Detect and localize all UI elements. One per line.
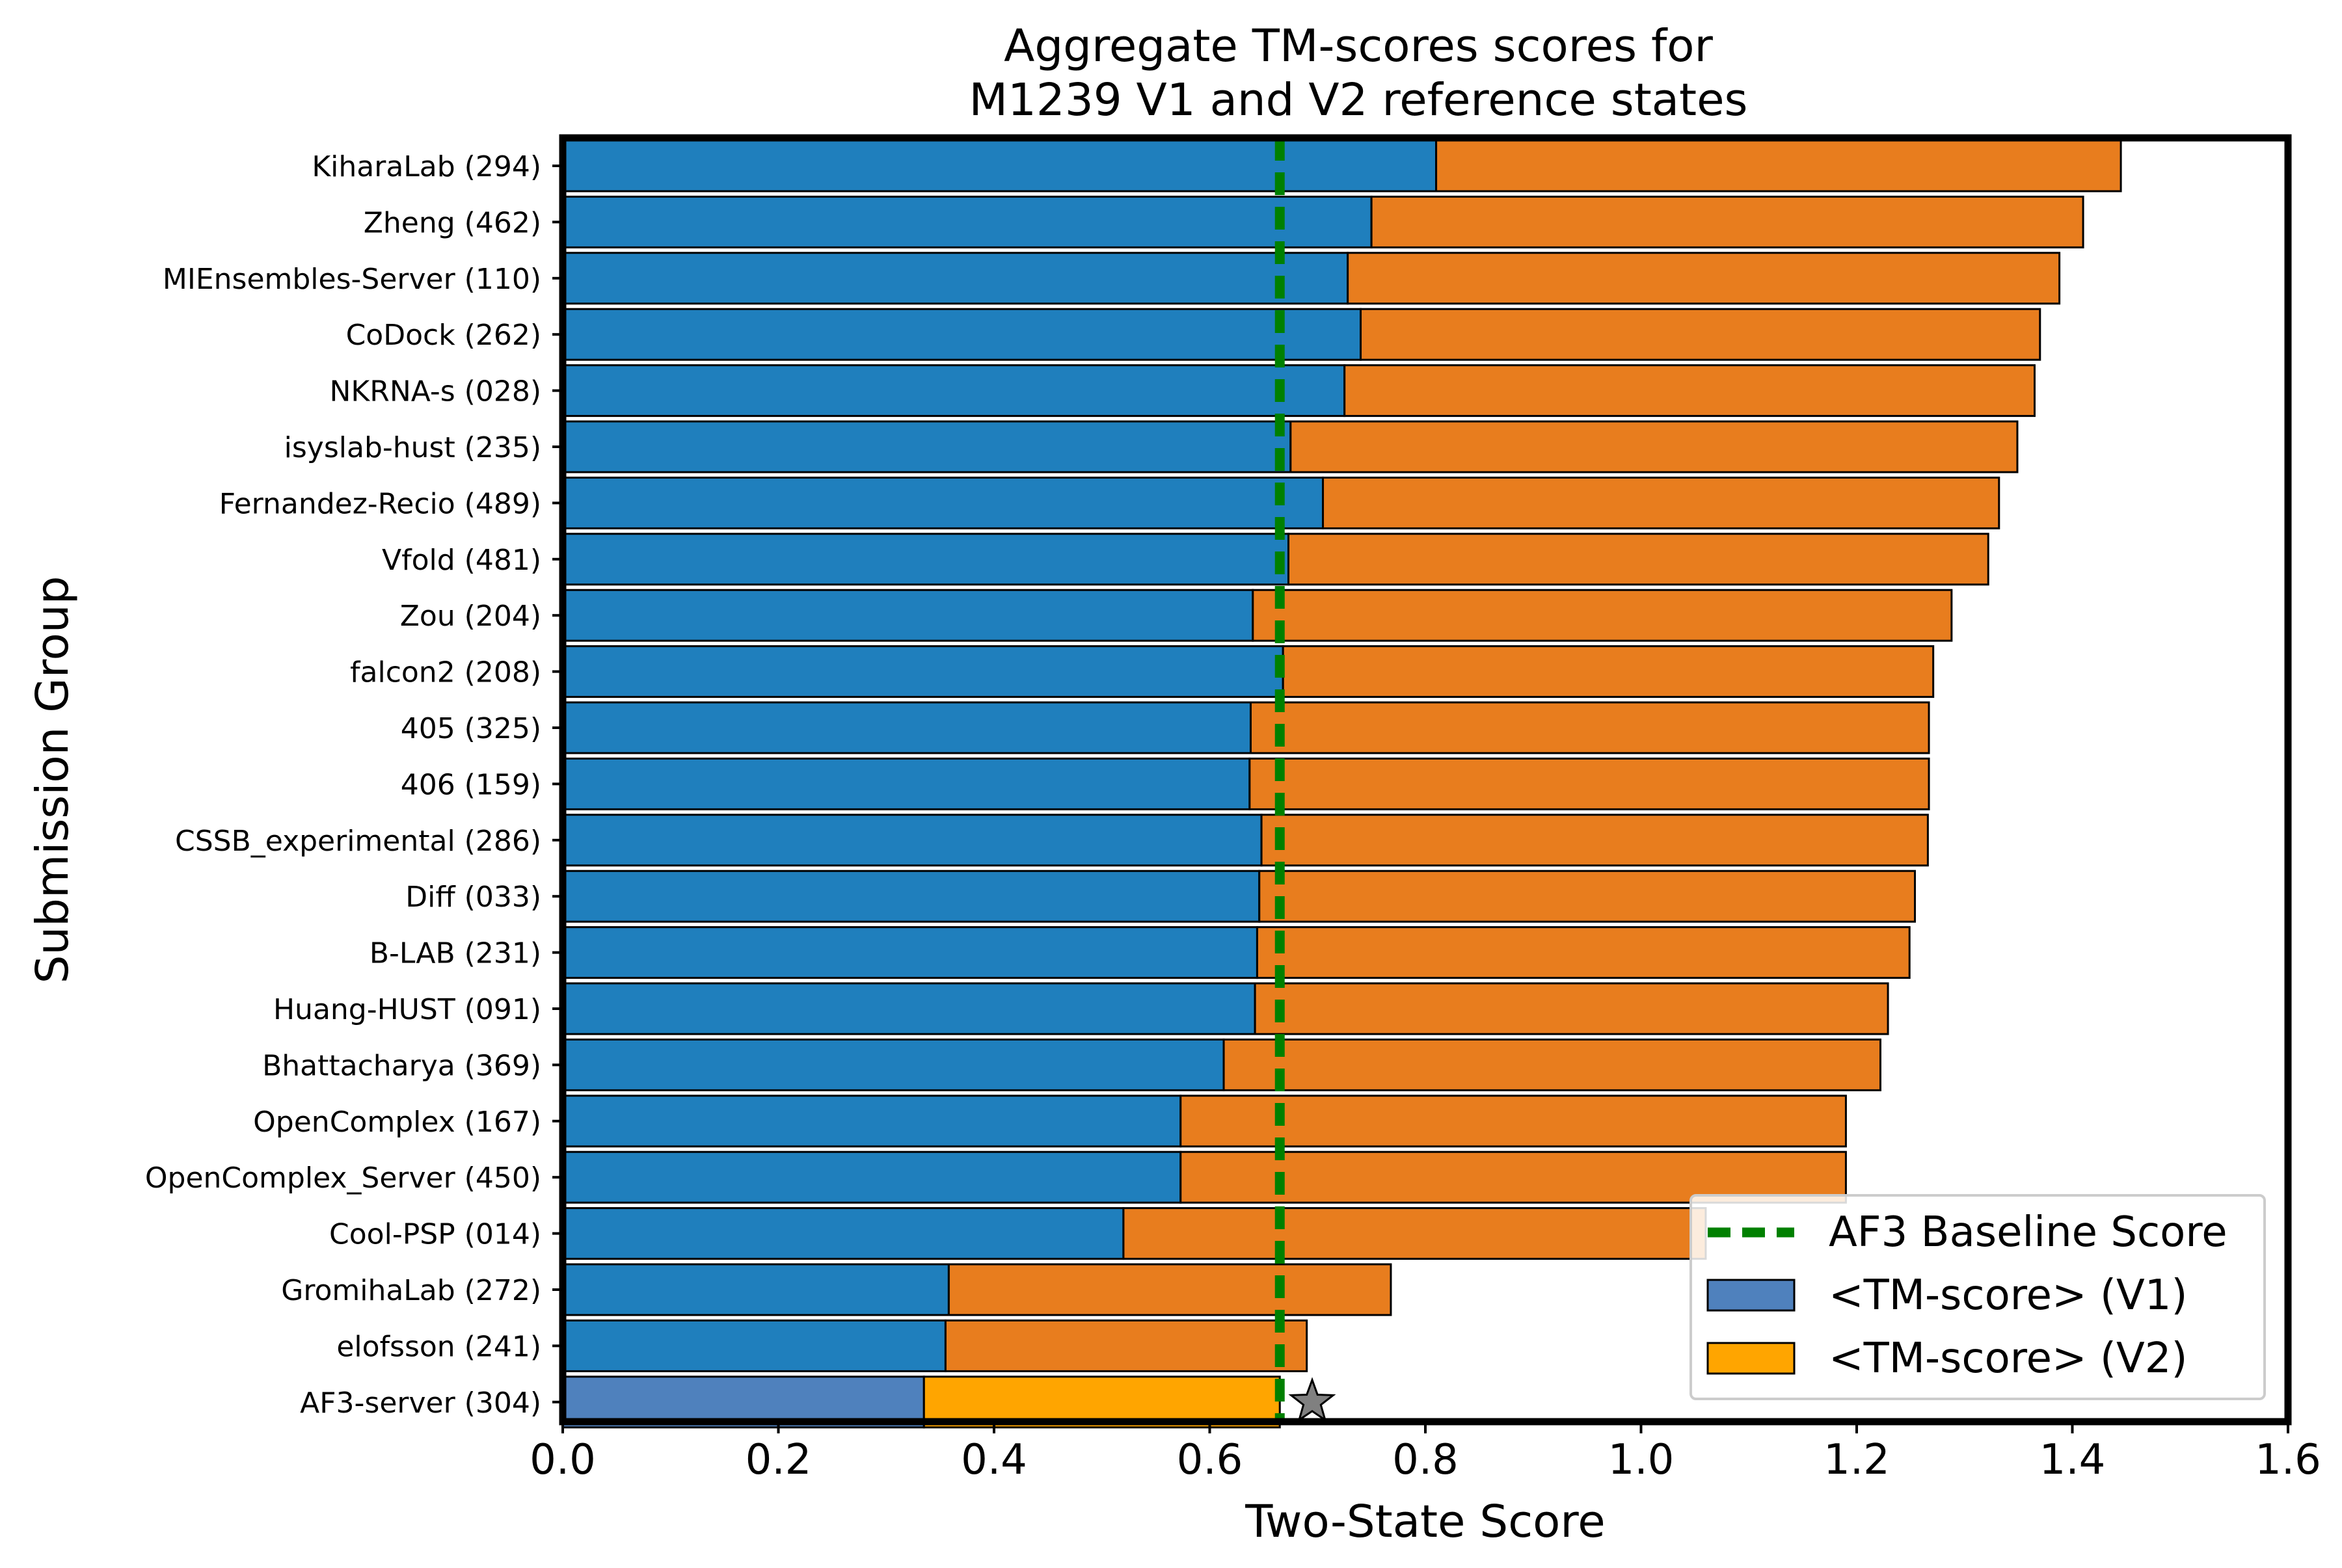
x-axis-label: Two-State Score [1245, 1496, 1605, 1548]
bar-v1 [561, 364, 1346, 418]
bar-v1 [561, 139, 1438, 193]
y-tick-label: GromihaLab (272) [281, 1274, 541, 1307]
legend-box [1689, 1194, 2266, 1400]
bar-v1 [561, 926, 1258, 979]
bar-v1 [561, 476, 1325, 529]
bar-v1 [561, 701, 1252, 754]
y-tick-label: OpenComplex (167) [253, 1106, 541, 1139]
bar-v2 [1282, 645, 1935, 698]
bar-v1 [561, 757, 1251, 810]
chart-title-line-2: M1239 V1 and V2 reference states [969, 74, 1747, 126]
bar-v1 [561, 308, 1362, 361]
legend-v1-swatch [1706, 1279, 1796, 1312]
bar-v2 [1179, 1095, 1847, 1148]
bars-layer [561, 139, 2122, 1429]
y-tick-label: Vfold (481) [382, 544, 541, 577]
y-tick-label: KiharaLab (294) [312, 150, 541, 183]
y-axis-label: Submission Group [27, 576, 79, 984]
y-tick-label: Cool-PSP (014) [329, 1218, 541, 1251]
bar-v2 [944, 1319, 1308, 1372]
bar-v2 [1248, 757, 1930, 810]
bar-v2 [1256, 926, 1911, 979]
x-tick-label: 0.8 [1392, 1436, 1459, 1484]
bar-v1 [561, 1038, 1225, 1091]
y-tick-label: MIEnsembles-Server (110) [163, 263, 541, 296]
bar-v2 [1260, 814, 1929, 867]
legend-v1-label: <TM-score> (V1) [1829, 1271, 2187, 1320]
bar-v1 [561, 814, 1263, 867]
y-tick-label: Zheng (462) [364, 206, 541, 239]
bar-v1 [561, 1263, 950, 1316]
y-tick-label: isyslab-hust (235) [284, 431, 541, 464]
bar-v2 [1360, 308, 2041, 361]
y-tick-label: Fernandez-Recio (489) [219, 487, 541, 520]
bar-v1 [561, 1319, 947, 1372]
bar-v1 [561, 1207, 1125, 1260]
bar-v1 [561, 645, 1284, 698]
bar-v2 [1249, 701, 1930, 754]
bar-v2 [1122, 1207, 1707, 1260]
bar-v1 [561, 420, 1292, 473]
y-tick-label: CoDock (262) [346, 319, 541, 352]
bar-v1 [561, 589, 1254, 642]
y-tick-label: NKRNA-s (028) [330, 375, 542, 408]
bar-v2 [1370, 195, 2084, 248]
bar-v1 [561, 252, 1349, 305]
legend-v2-swatch [1706, 1342, 1796, 1375]
y-tick-label: AF3-server (304) [300, 1387, 541, 1420]
bar-v1 [561, 1150, 1182, 1204]
y-tick-label: falcon2 (208) [350, 656, 541, 689]
bar-v2 [947, 1263, 1392, 1316]
bar-v2 [1435, 139, 2122, 193]
bar-v2 [1322, 476, 2000, 529]
x-tick-label: 1.4 [2039, 1436, 2106, 1484]
bar-v1 [561, 982, 1256, 1035]
bar-v2 [1258, 870, 1917, 923]
y-tick-label: Bhattacharya (369) [262, 1049, 541, 1082]
y-tick-label: Diff (033) [405, 881, 541, 914]
chart-title: Aggregate TM-scores scores for M1239 V1 … [969, 20, 1747, 126]
bar-v2 [1254, 982, 1889, 1035]
bar-v1 [561, 195, 1373, 248]
y-tick-label: CSSB_experimental (286) [175, 825, 541, 858]
x-tick-label: 1.2 [1824, 1436, 1890, 1484]
x-tick-label: 1.6 [2255, 1436, 2321, 1484]
y-tick-label: 405 (325) [401, 712, 541, 745]
y-tick-label: Huang-HUST (091) [273, 993, 541, 1026]
legend: AF3 Baseline Score <TM-score> (V1) <TM-s… [1689, 1194, 2266, 1400]
bar-v1 [561, 533, 1289, 586]
bar-v2 [1252, 589, 1953, 642]
bar-v2 [1222, 1038, 1881, 1091]
bar-v2 [1289, 420, 2019, 473]
legend-baseline-label: AF3 Baseline Score [1829, 1208, 2228, 1256]
y-tick-label: B-LAB (231) [370, 937, 541, 970]
y-tick-label: 406 (159) [401, 768, 541, 801]
bar-v2 [1287, 533, 1989, 586]
chart-title-line-1: Aggregate TM-scores scores for [1004, 20, 1713, 72]
x-tick-label: 1.0 [1608, 1436, 1675, 1484]
bar-v2 [1343, 364, 2036, 418]
bar-v1 [561, 1095, 1182, 1148]
y-tick-label: Zou (204) [400, 600, 541, 633]
bar-v1 [561, 870, 1261, 923]
x-tick-label: 0.0 [530, 1436, 596, 1484]
bar-v2 [1347, 252, 2061, 305]
legend-v2-label: <TM-score> (V2) [1829, 1335, 2187, 1383]
x-tick-label: 0.4 [961, 1436, 1027, 1484]
x-tick-label: 0.6 [1177, 1436, 1243, 1484]
y-tick-label: OpenComplex_Server (450) [145, 1162, 541, 1195]
y-tick-label: elofsson (241) [336, 1330, 541, 1363]
x-axis-ticks: 0.0 0.2 0.4 0.6 0.8 1.0 1.2 1.4 1.6 [530, 1422, 2321, 1484]
x-tick-label: 0.2 [746, 1436, 812, 1484]
y-axis-ticks: KiharaLab (294) Zheng (462) MIEnsembles-Se… [145, 150, 563, 1420]
star-marker [1288, 1377, 1336, 1422]
